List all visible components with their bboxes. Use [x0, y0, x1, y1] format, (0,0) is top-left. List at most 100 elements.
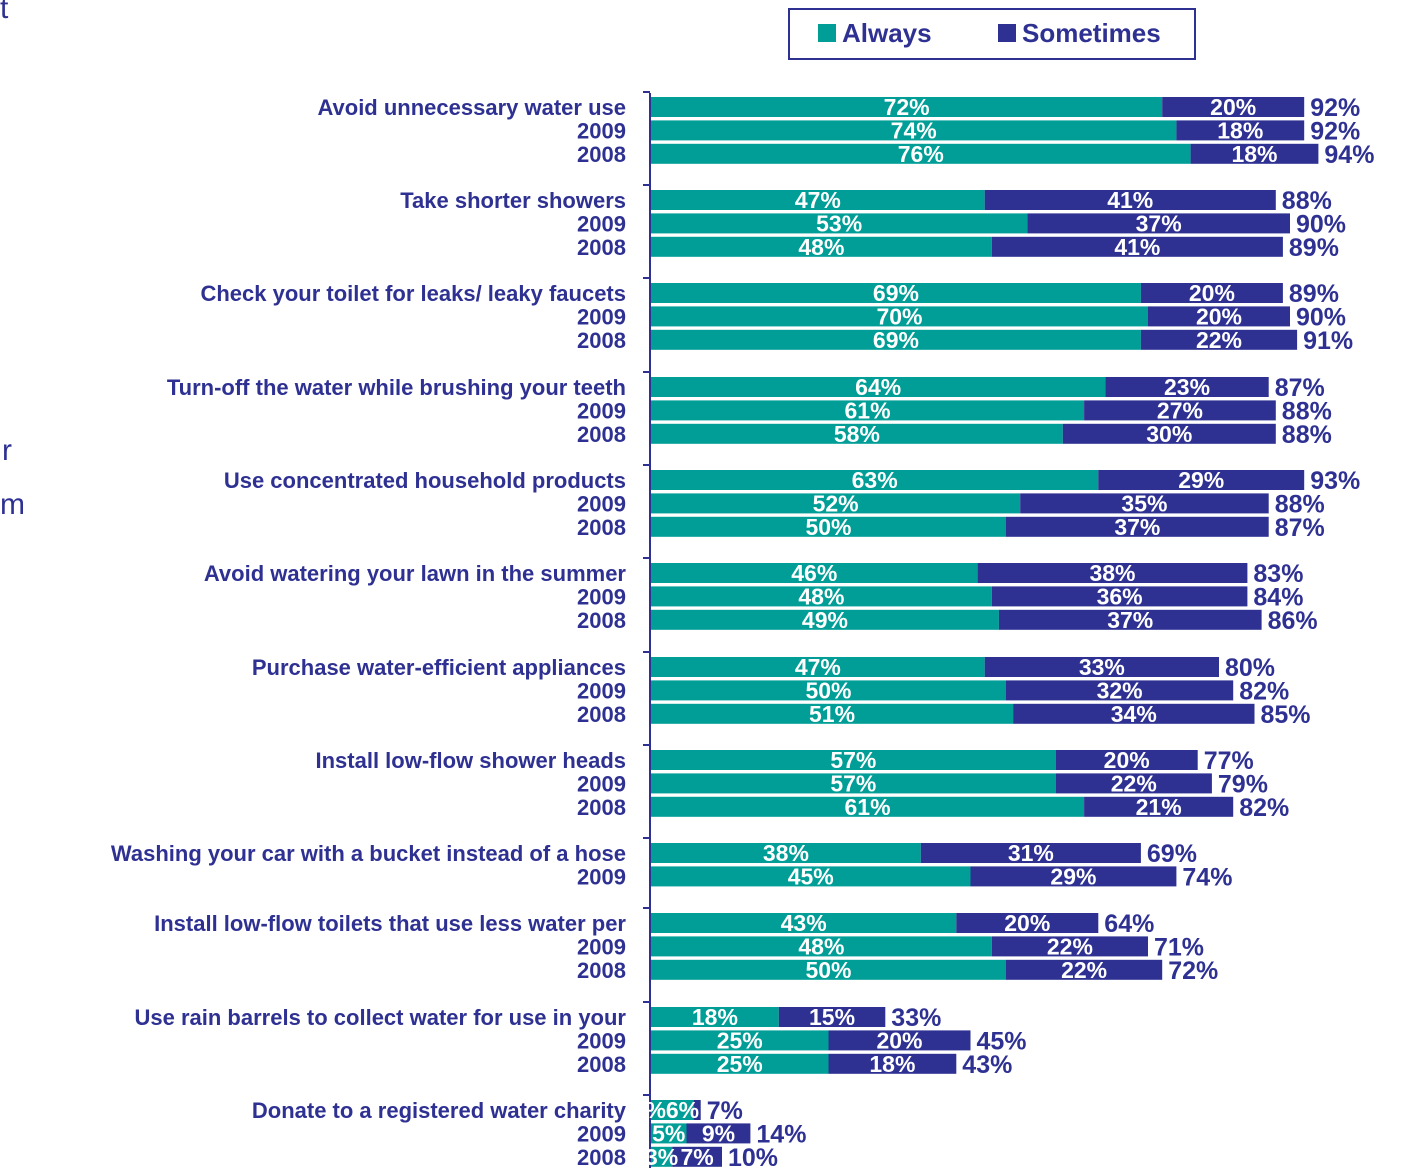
- data-label-total: 92%: [1310, 117, 1360, 145]
- data-label-total: 71%: [1154, 933, 1204, 961]
- year-label: 2009: [577, 1028, 626, 1053]
- category-label: Purchase water-efficient appliances: [252, 655, 626, 680]
- data-label-sometimes: 18%: [1217, 117, 1263, 143]
- data-label-always: 61%: [845, 397, 891, 423]
- data-label-sometimes: 29%: [1178, 467, 1224, 493]
- data-label-always: 61%: [845, 794, 891, 820]
- year-label: 2008: [577, 608, 626, 633]
- year-label: 2009: [577, 118, 626, 143]
- bar-always: [651, 680, 1006, 701]
- year-label: 2009: [577, 398, 626, 423]
- chart-legend: Always Sometimes: [788, 8, 1196, 60]
- category-label: Washing your car with a bucket instead o…: [111, 841, 626, 866]
- legend-item-always: Always: [818, 18, 932, 48]
- year-label: 2009: [577, 211, 626, 236]
- bar-always: [651, 236, 992, 257]
- bar-always: [651, 423, 1063, 444]
- data-label-always: 63%: [852, 467, 898, 493]
- data-label-total: 90%: [1296, 210, 1346, 238]
- year-label: 2008: [577, 235, 626, 260]
- bar-sometimes: [1084, 400, 1276, 421]
- data-label-always: 50%: [805, 677, 851, 703]
- bar-always: [651, 913, 957, 933]
- bar-always: [651, 1146, 673, 1167]
- year-label: 2008: [577, 422, 626, 447]
- data-label-always: 43%: [781, 910, 827, 936]
- bar-sometimes: [970, 866, 1177, 887]
- year-label: 2008: [577, 1052, 626, 1077]
- data-label-total: 88%: [1282, 187, 1332, 215]
- data-label-total: 90%: [1296, 303, 1346, 331]
- data-label-always: %6%: [645, 1097, 699, 1123]
- bar-sometimes: [686, 1123, 751, 1144]
- year-label: 2009: [577, 771, 626, 796]
- data-label-always: 50%: [805, 514, 851, 540]
- bar-always: [651, 190, 985, 210]
- bar-always: [651, 306, 1148, 327]
- data-label-total: 72%: [1168, 957, 1218, 985]
- data-label-sometimes: 37%: [1136, 210, 1182, 236]
- data-label-always: 18%: [692, 1004, 738, 1030]
- category-label: Use concentrated household products: [224, 468, 626, 493]
- data-label-total: 84%: [1253, 583, 1303, 611]
- data-label-total: 33%: [891, 1004, 941, 1032]
- bar-always: [651, 1007, 779, 1027]
- bar-sometimes: [1020, 493, 1269, 514]
- data-label-sometimes: 37%: [1114, 514, 1160, 540]
- data-label-sometimes: 22%: [1111, 770, 1157, 796]
- data-label-total: 86%: [1268, 607, 1318, 635]
- bar-always: [651, 516, 1006, 537]
- data-label-always: 70%: [876, 303, 922, 329]
- data-label-total: 74%: [1182, 863, 1232, 891]
- bar-sometimes: [828, 1030, 971, 1051]
- bar-always: [651, 283, 1141, 303]
- data-label-sometimes: 20%: [1104, 747, 1150, 773]
- data-label-always: 25%: [717, 1051, 763, 1077]
- data-label-sometimes: 15%: [809, 1004, 855, 1030]
- data-label-always: 49%: [802, 607, 848, 633]
- bar-sometimes: [1027, 213, 1290, 234]
- clipped-text-middle-2: m: [0, 488, 25, 521]
- clipped-text-middle-1: r: [2, 434, 12, 467]
- data-label-total: 83%: [1253, 560, 1303, 588]
- bar-sometimes: [1006, 516, 1269, 537]
- data-label-always: 45%: [788, 863, 834, 889]
- data-label-sometimes: 27%: [1157, 397, 1203, 423]
- data-label-sometimes: 7%: [681, 1144, 714, 1168]
- bar-sometimes: [991, 936, 1148, 957]
- bar-always: [651, 563, 978, 583]
- data-label-always: 52%: [813, 490, 859, 516]
- data-label-always: 58%: [834, 421, 880, 447]
- category-label: Turn-off the water while brushing your t…: [167, 375, 626, 400]
- bar-sometimes: [1190, 143, 1319, 164]
- data-label-total: 80%: [1225, 654, 1275, 682]
- bar-always: [651, 1100, 694, 1120]
- bar-sometimes: [1140, 283, 1283, 303]
- bar-always: [651, 866, 971, 887]
- data-label-always: 69%: [873, 280, 919, 306]
- data-label-total: 88%: [1282, 397, 1332, 425]
- data-label-sometimes: 37%: [1107, 607, 1153, 633]
- data-label-sometimes: 30%: [1146, 421, 1192, 447]
- bar-sometimes: [778, 1007, 886, 1027]
- bar-sometimes: [693, 1100, 701, 1120]
- data-label-sometimes: 31%: [1008, 840, 1054, 866]
- bar-sometimes: [991, 236, 1283, 257]
- data-label-total: 10%: [728, 1144, 778, 1168]
- data-label-total: 14%: [756, 1120, 806, 1148]
- data-label-always: 5%: [652, 1120, 685, 1146]
- data-label-sometimes: 38%: [1089, 560, 1135, 586]
- bar-sometimes: [1055, 750, 1198, 770]
- bar-sometimes: [1062, 423, 1276, 444]
- bar-sometimes: [1055, 773, 1212, 794]
- category-label: Install low-flow toilets that use less w…: [154, 911, 626, 936]
- bar-always: [651, 959, 1006, 980]
- data-label-total: 87%: [1275, 374, 1325, 402]
- data-label-always: 48%: [798, 933, 844, 959]
- legend-swatch-sometimes: [998, 24, 1016, 42]
- bar-sometimes: [984, 657, 1219, 677]
- data-label-total: 69%: [1147, 840, 1197, 868]
- legend-swatch-always: [818, 24, 836, 42]
- bar-sometimes: [1105, 377, 1269, 397]
